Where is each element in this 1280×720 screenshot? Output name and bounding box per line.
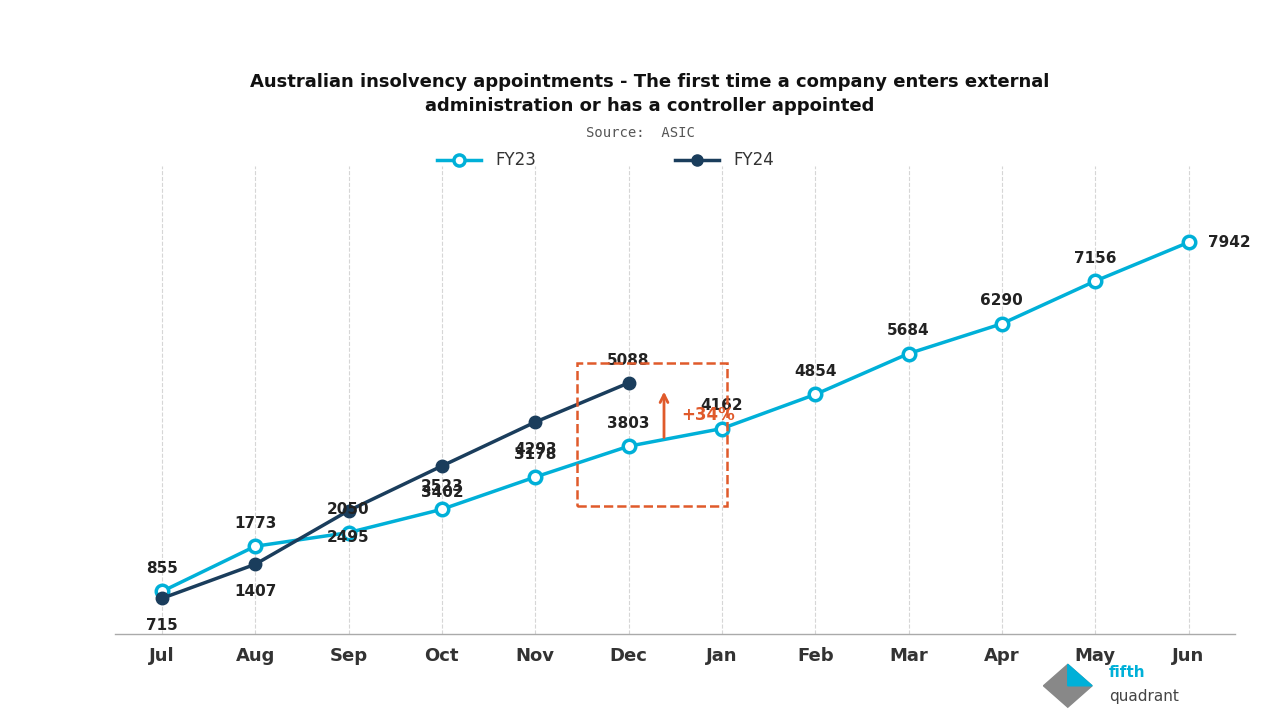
Text: 6290: 6290	[980, 294, 1023, 308]
Text: quadrant: quadrant	[1108, 689, 1179, 704]
Polygon shape	[1043, 665, 1092, 707]
Text: 4162: 4162	[700, 398, 744, 413]
Text: fifth: fifth	[1108, 665, 1146, 680]
Text: administration or has a controller appointed: administration or has a controller appoi…	[425, 97, 874, 115]
Text: Business Outlook 2024 | Spike in Insolvency Appointments: Business Outlook 2024 | Spike in Insolve…	[15, 17, 751, 39]
Text: +34%: +34%	[681, 405, 735, 423]
Text: 3803: 3803	[607, 416, 650, 431]
Text: 715: 715	[146, 618, 178, 633]
Bar	[577, 363, 727, 505]
Text: 3178: 3178	[515, 447, 557, 462]
Polygon shape	[1068, 665, 1092, 685]
Text: FY24: FY24	[733, 151, 774, 169]
Text: 1773: 1773	[234, 516, 276, 531]
Text: Source:  ASIC: Source: ASIC	[585, 126, 695, 140]
Text: 7156: 7156	[1074, 251, 1116, 266]
Text: FY23: FY23	[495, 151, 536, 169]
Text: Australian insolvency appointments - The first time a company enters external: Australian insolvency appointments - The…	[250, 73, 1050, 91]
Text: 1407: 1407	[234, 584, 276, 599]
Text: 5088: 5088	[607, 353, 650, 368]
Text: 5684: 5684	[887, 323, 929, 338]
Text: 7942: 7942	[1208, 235, 1251, 250]
Text: 4854: 4854	[794, 364, 836, 379]
Text: 2523: 2523	[421, 479, 463, 494]
Text: 2050: 2050	[328, 503, 370, 518]
Text: 855: 855	[146, 561, 178, 576]
Text: 3402: 3402	[421, 485, 463, 500]
Text: 2495: 2495	[328, 530, 370, 545]
Text: 4293: 4293	[513, 441, 557, 456]
